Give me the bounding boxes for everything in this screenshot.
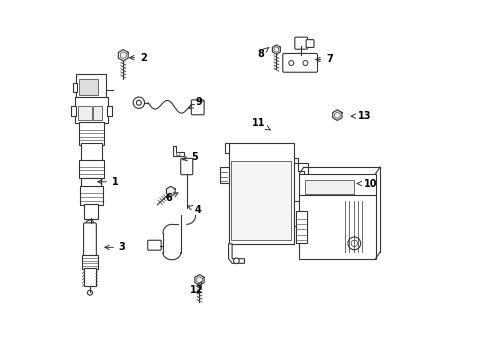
Polygon shape — [173, 146, 183, 156]
Text: 5: 5 — [183, 152, 198, 162]
Circle shape — [87, 290, 92, 295]
Bar — [79, 122, 104, 145]
Circle shape — [303, 60, 307, 66]
Bar — [304, 180, 354, 194]
Text: 4: 4 — [187, 205, 202, 215]
Bar — [84, 268, 96, 286]
FancyBboxPatch shape — [76, 75, 106, 99]
FancyBboxPatch shape — [282, 54, 317, 72]
Polygon shape — [195, 275, 203, 285]
Bar — [228, 143, 293, 244]
Polygon shape — [224, 143, 228, 153]
Bar — [81, 255, 98, 269]
Bar — [71, 105, 76, 116]
FancyBboxPatch shape — [191, 100, 203, 115]
Polygon shape — [228, 244, 244, 263]
Bar — [84, 204, 98, 219]
Bar — [93, 106, 102, 121]
FancyBboxPatch shape — [305, 40, 313, 48]
Text: 1: 1 — [98, 177, 118, 187]
Bar — [75, 97, 107, 123]
Bar — [81, 177, 101, 187]
Polygon shape — [118, 50, 128, 61]
Text: 8: 8 — [257, 48, 268, 59]
Circle shape — [133, 97, 144, 108]
Text: 3: 3 — [104, 242, 125, 252]
Circle shape — [85, 220, 94, 229]
Polygon shape — [272, 45, 280, 54]
Bar — [231, 161, 291, 240]
Bar — [80, 186, 103, 205]
Polygon shape — [332, 110, 341, 121]
Circle shape — [233, 258, 239, 264]
FancyBboxPatch shape — [181, 158, 192, 175]
Bar — [81, 144, 102, 161]
Circle shape — [350, 240, 357, 247]
Bar — [78, 106, 92, 121]
Polygon shape — [293, 201, 309, 226]
Text: 10: 10 — [357, 179, 376, 189]
Circle shape — [136, 100, 141, 105]
Text: 6: 6 — [164, 193, 178, 203]
FancyBboxPatch shape — [147, 240, 161, 250]
FancyBboxPatch shape — [299, 174, 375, 259]
FancyBboxPatch shape — [83, 223, 96, 258]
Circle shape — [288, 60, 293, 66]
Polygon shape — [166, 186, 175, 196]
Text: 9: 9 — [188, 97, 202, 108]
Circle shape — [176, 152, 180, 156]
Text: 13: 13 — [350, 111, 371, 121]
Bar — [73, 83, 77, 92]
Text: 12: 12 — [189, 282, 203, 295]
Text: 11: 11 — [251, 118, 270, 130]
FancyBboxPatch shape — [294, 37, 307, 49]
Bar — [295, 211, 306, 243]
Bar — [219, 167, 228, 183]
Text: 7: 7 — [315, 54, 332, 64]
Bar — [79, 79, 98, 95]
Bar — [107, 105, 112, 116]
Polygon shape — [293, 158, 307, 178]
Text: 2: 2 — [129, 53, 146, 63]
Circle shape — [347, 237, 360, 250]
Bar — [79, 160, 104, 178]
